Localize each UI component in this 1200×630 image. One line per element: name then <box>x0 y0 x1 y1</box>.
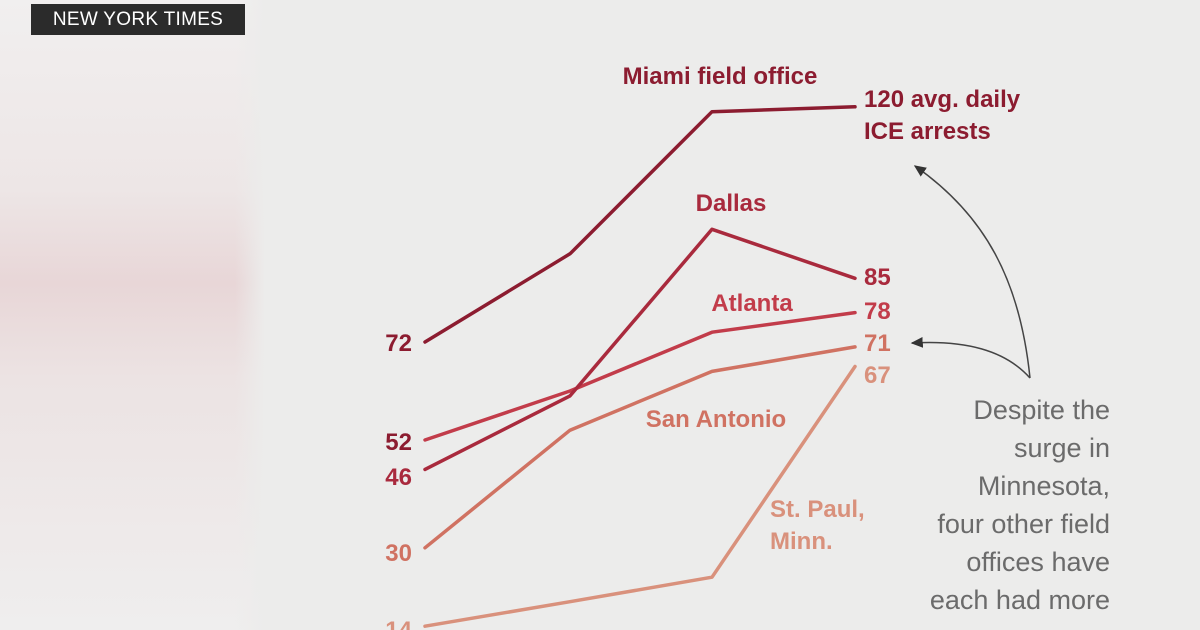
series-label-st-paul-2: Minn. <box>770 528 833 555</box>
annotation-arrow-miami <box>913 165 1031 379</box>
end-label-miami-2: ICE arrests <box>864 118 991 145</box>
annotation-line: Minnesota, <box>978 471 1110 501</box>
source-badge: NEW YORK TIMES <box>31 4 245 35</box>
annotation-line: each had more <box>930 585 1110 615</box>
background-blur-panel <box>0 0 265 630</box>
annotation-line: Despite the <box>973 395 1110 425</box>
series-label-miami: Miami field office <box>623 63 818 90</box>
end-label-miami: 120 avg. daily <box>864 86 1021 113</box>
annotation-line: surge in <box>1014 433 1110 463</box>
series-line-st-paul <box>423 364 857 628</box>
end-label-dallas: 85 <box>864 264 891 291</box>
series-label-st-paul: St. Paul, <box>770 496 865 523</box>
start-label-miami: 72 <box>385 330 412 357</box>
series-line-dallas <box>423 227 857 472</box>
end-label-st-paul: 67 <box>864 362 891 389</box>
start-label-st-paul: 14 <box>385 617 412 630</box>
start-label-atlanta: 52 <box>385 429 412 456</box>
start-label-san-antonio: 30 <box>385 540 412 567</box>
series-label-atlanta: Atlanta <box>711 290 793 317</box>
series-line-san-antonio <box>423 345 857 550</box>
series-label-san-antonio: San Antonio <box>646 406 786 433</box>
series-line-atlanta <box>423 310 857 442</box>
series-label-dallas: Dallas <box>696 190 767 217</box>
end-label-san-antonio: 71 <box>864 330 891 357</box>
start-label-dallas: 46 <box>385 464 412 491</box>
end-label-atlanta: 78 <box>864 298 891 325</box>
series-line-miami-field-office <box>423 105 857 344</box>
annotation-arrow-san-antonio <box>910 337 1031 379</box>
annotation-line: offices have <box>966 547 1110 577</box>
annotation-line: four other field <box>937 509 1110 539</box>
